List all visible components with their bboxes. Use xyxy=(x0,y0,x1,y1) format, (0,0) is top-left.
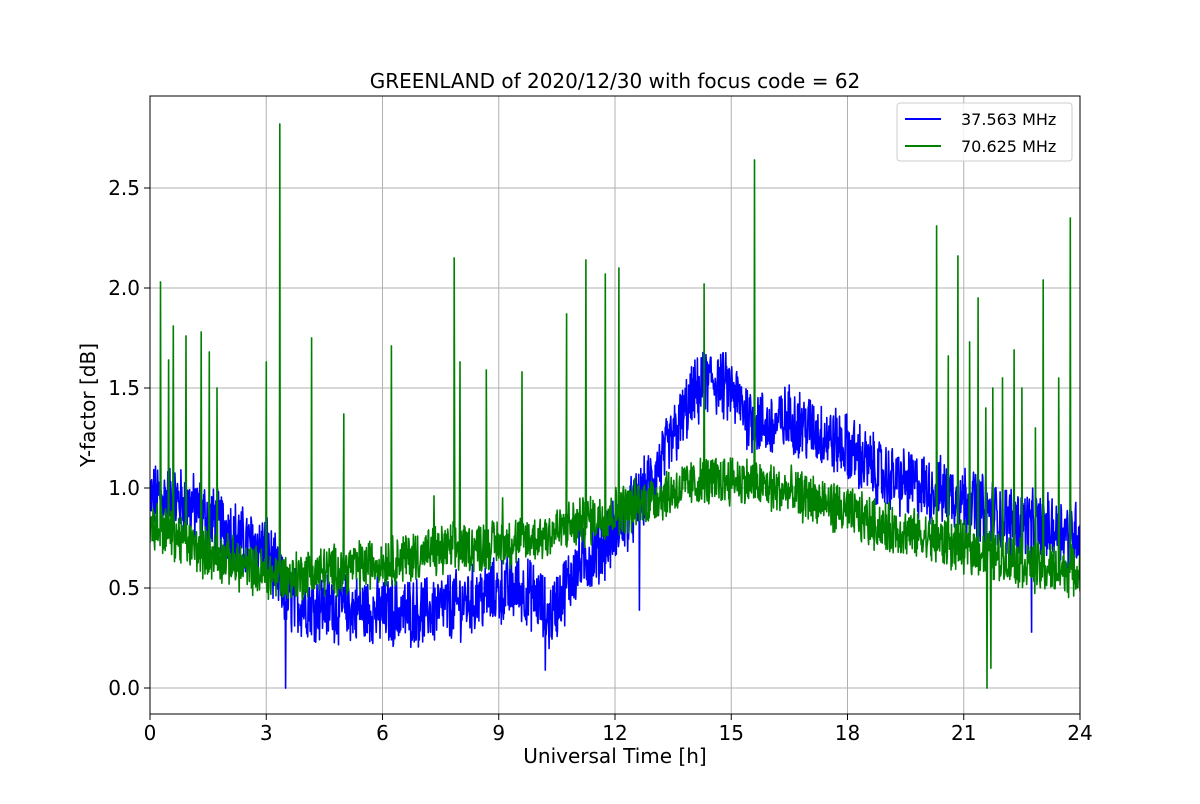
series-peak-point xyxy=(200,331,202,333)
series-peak-point xyxy=(990,667,992,669)
series-peak-point xyxy=(284,687,287,689)
x-axis: 0 3 6 9 12 15 18 21 24 xyxy=(144,714,1093,745)
series-peak-point xyxy=(310,337,313,339)
legend-label-70625: 70.625 MHz xyxy=(961,137,1056,156)
x-tick-label: 9 xyxy=(492,721,505,745)
series-peak-point xyxy=(618,267,620,269)
series-peak-point xyxy=(992,387,994,389)
series-peak-point xyxy=(1030,631,1033,633)
series-peak-point xyxy=(935,225,938,227)
series-peak-point xyxy=(638,609,641,611)
x-tick-label: 24 xyxy=(1067,721,1092,745)
series-peak-point xyxy=(521,371,523,373)
series-peak-point xyxy=(342,413,345,415)
series-peak-point xyxy=(1013,349,1015,351)
series-peak-point xyxy=(1057,377,1060,379)
y-axis-label: Y-factor [dB] xyxy=(76,343,100,468)
series-peak-point xyxy=(159,281,162,283)
series-peak-point xyxy=(947,355,950,357)
y-tick-label: 0.5 xyxy=(108,576,140,600)
series-peak-point xyxy=(985,407,987,409)
chart-title: GREENLAND of 2020/12/30 with focus code … xyxy=(370,69,861,93)
x-axis-label: Universal Time [h] xyxy=(523,744,706,768)
series-peak-point xyxy=(453,257,455,259)
legend-label-37563: 37.563 MHz xyxy=(961,110,1056,129)
series-peak-point xyxy=(216,387,218,389)
x-tick-label: 12 xyxy=(602,721,627,745)
series-peak-point xyxy=(1042,279,1044,281)
series-peak-point xyxy=(544,669,547,671)
series-peak-point xyxy=(390,345,393,347)
series-peak-point xyxy=(1001,377,1004,379)
x-tick-label: 0 xyxy=(144,721,157,745)
series-peak-point xyxy=(433,495,435,497)
series-peak-point xyxy=(1034,427,1037,429)
series-peak-point xyxy=(986,687,988,689)
series-peak-point xyxy=(957,255,959,257)
y-tick-label: 2.5 xyxy=(108,176,140,200)
y-tick-label: 1.5 xyxy=(108,376,140,400)
series-peak-point xyxy=(565,313,568,315)
series-peak-point xyxy=(459,361,461,363)
series-peak-point xyxy=(977,297,979,299)
legend: 37.563 MHz 70.625 MHz xyxy=(896,102,1073,162)
series-peak-point xyxy=(1021,387,1023,389)
series-peak-point xyxy=(265,361,268,363)
x-tick-label: 21 xyxy=(951,721,976,745)
series-peak-point xyxy=(968,341,971,343)
series-peak-point xyxy=(1069,217,1072,219)
y-axis: 0.0 0.5 1.0 1.5 2.0 2.5 xyxy=(108,176,150,700)
series-peak-point xyxy=(753,159,756,161)
series-peak-point xyxy=(604,273,607,275)
series-peak-point xyxy=(501,497,504,499)
x-tick-label: 18 xyxy=(835,721,860,745)
series-peak-point xyxy=(167,359,170,361)
series-peak-point xyxy=(585,259,587,261)
x-tick-label: 6 xyxy=(376,721,389,745)
y-tick-label: 1.0 xyxy=(108,476,140,500)
y-tick-label: 0.0 xyxy=(108,676,140,700)
series-peak-point xyxy=(172,325,175,327)
series-layer xyxy=(150,123,1080,689)
series-peak-point xyxy=(185,335,187,337)
series-peak-point xyxy=(703,283,705,285)
series-peak-point xyxy=(279,123,281,125)
y-tick-label: 2.0 xyxy=(108,276,140,300)
x-tick-label: 15 xyxy=(719,721,744,745)
series-line-70-625-mhz xyxy=(150,123,1080,689)
series-peak-point xyxy=(485,369,488,371)
x-tick-label: 3 xyxy=(260,721,273,745)
series-peak-point xyxy=(208,351,211,353)
